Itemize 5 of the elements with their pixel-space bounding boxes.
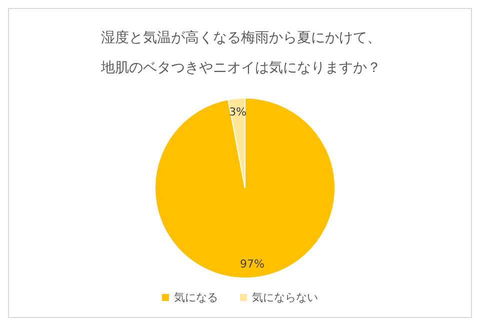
legend-label: 気にならない <box>252 290 318 305</box>
pie-slice <box>154 98 336 278</box>
legend-label: 気になる <box>174 290 218 305</box>
chart-title: 湿度と気温が高くなる梅雨から夏にかけて、地肌のベタつきやニオイは気になりますか？ <box>100 29 382 78</box>
data-label: 97% <box>240 258 264 271</box>
